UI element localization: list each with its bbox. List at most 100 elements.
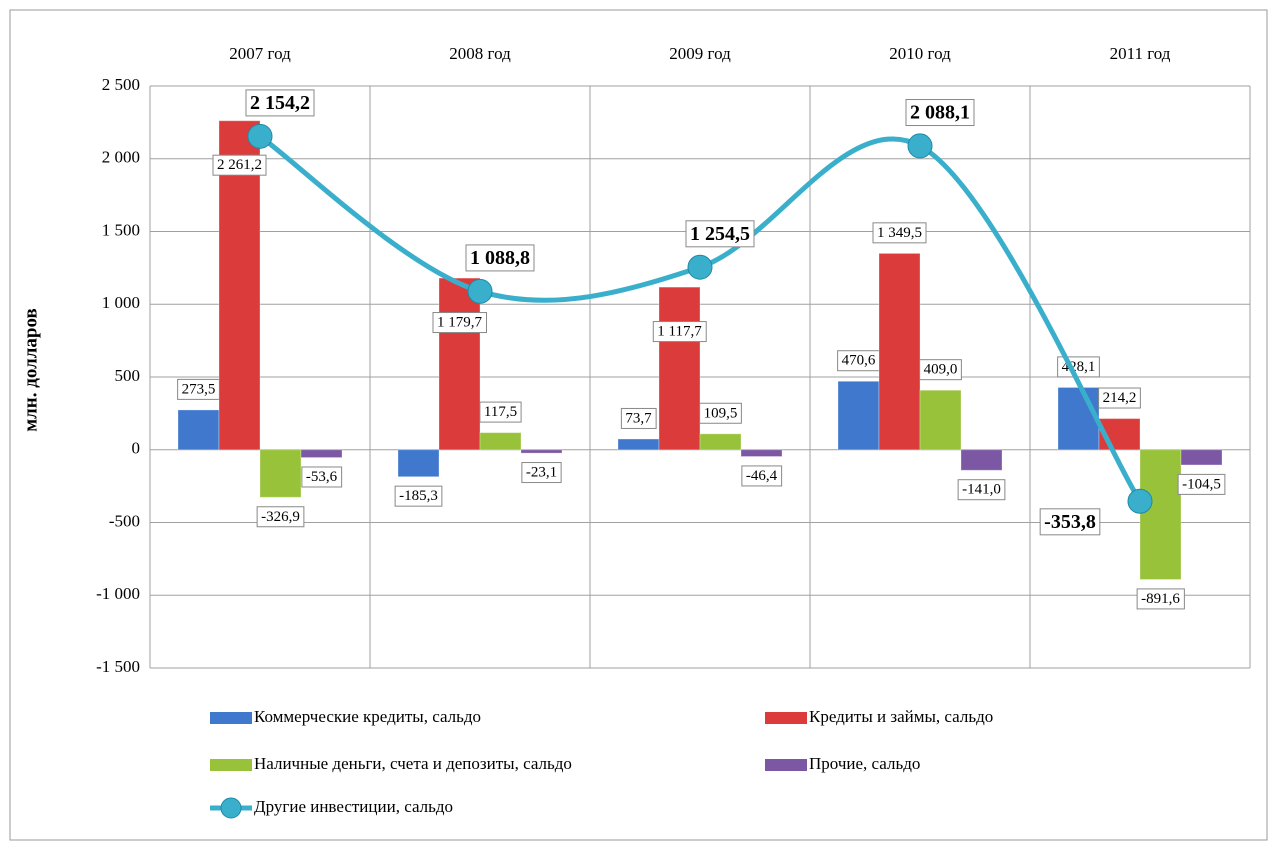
- label-box: [685, 220, 755, 248]
- x-tick-label: 2009 год: [669, 44, 731, 63]
- line-marker: [907, 133, 933, 159]
- value-label-text: -23,1: [526, 465, 557, 481]
- legend-swatch: [765, 759, 807, 771]
- label-box: [521, 462, 562, 484]
- label-box: [872, 222, 927, 244]
- bar: [1139, 449, 1182, 580]
- bar: [740, 449, 783, 458]
- value-label: 1 179,7: [432, 312, 487, 334]
- x-tick-label: 2010 год: [889, 44, 951, 63]
- label-box: [699, 402, 742, 424]
- y-tick-label: 2 500: [102, 75, 140, 94]
- bar: [479, 432, 522, 451]
- value-label: 409,0: [919, 359, 962, 381]
- label-box: [919, 359, 962, 381]
- legend-label: Кредиты и займы, сальдо: [809, 707, 993, 726]
- value-label: 214,2: [1098, 387, 1141, 409]
- bar: [878, 252, 921, 451]
- value-label: 2 088,1: [905, 99, 975, 127]
- y-tick-label: 0: [132, 439, 141, 458]
- x-tick-label: 2011 год: [1110, 44, 1171, 63]
- bar: [1180, 449, 1223, 466]
- bar: [699, 433, 742, 451]
- label-box: [301, 466, 343, 488]
- label-box: [1177, 473, 1226, 495]
- label-box: [479, 401, 522, 423]
- value-label-text: 214,2: [1103, 390, 1137, 406]
- y-tick-label: -1 500: [96, 657, 140, 676]
- value-label: 470,6: [837, 350, 881, 372]
- label-box: [245, 89, 315, 117]
- value-label: 273,5: [177, 378, 220, 400]
- label-box: [905, 99, 975, 127]
- value-label: -353,8: [1039, 508, 1101, 536]
- bar: [520, 449, 563, 454]
- value-label-text: -104,5: [1182, 476, 1221, 492]
- legend-swatch: [765, 712, 807, 724]
- y-tick-label: -500: [109, 511, 140, 530]
- legend-label: Наличные деньги, счета и депозиты, сальд…: [254, 754, 572, 773]
- y-axis-label: млн. долларов: [20, 308, 41, 432]
- bar: [919, 389, 962, 451]
- value-label-text: 2 154,2: [250, 92, 310, 114]
- value-label: 2 154,2: [245, 89, 315, 117]
- label-box: [394, 485, 443, 507]
- y-tick-label: 500: [115, 366, 141, 385]
- value-label: 2 261,2: [212, 154, 267, 176]
- y-tick-label: 2 000: [102, 148, 140, 167]
- bar: [259, 449, 302, 498]
- label-box: [212, 154, 267, 176]
- value-label-text: 1 349,5: [877, 225, 922, 241]
- value-label: 1 117,7: [652, 321, 707, 343]
- bar: [960, 449, 1003, 471]
- value-label: -53,6: [301, 466, 343, 488]
- value-label: -891,6: [1136, 588, 1185, 610]
- label-box: [1039, 508, 1101, 536]
- value-label-text: -185,3: [399, 488, 438, 504]
- line-marker: [687, 254, 713, 280]
- y-tick-label: 1 500: [102, 220, 140, 239]
- value-label-text: 109,5: [704, 405, 738, 421]
- value-label-text: -353,8: [1044, 511, 1096, 533]
- bar: [658, 286, 701, 451]
- value-label: -185,3: [394, 485, 443, 507]
- line-marker: [467, 278, 493, 304]
- label-box: [465, 244, 535, 272]
- y-tick-label: -1 000: [96, 584, 140, 603]
- x-tick-label: 2008 год: [449, 44, 511, 63]
- label-box: [256, 506, 305, 528]
- label-box: [741, 465, 783, 487]
- label-box: [432, 312, 487, 334]
- value-label: 109,5: [699, 402, 742, 424]
- bar: [438, 277, 481, 451]
- value-label-text: 1 117,7: [657, 324, 702, 340]
- line-marker: [247, 123, 273, 149]
- legend-label: Прочие, сальдо: [809, 754, 920, 773]
- legend-swatch: [220, 797, 242, 819]
- legend-swatch: [210, 712, 252, 724]
- legend-label: Коммерческие кредиты, сальдо: [254, 707, 481, 726]
- value-label-text: 409,0: [924, 362, 958, 378]
- bar: [397, 449, 440, 478]
- value-label: -104,5: [1177, 473, 1226, 495]
- bar: [177, 409, 220, 451]
- value-label: 73,7: [620, 407, 657, 429]
- line-marker: [1127, 488, 1153, 514]
- label-box: [957, 479, 1006, 501]
- value-label: 1 349,5: [872, 222, 927, 244]
- value-label: -46,4: [741, 465, 783, 487]
- line: [258, 134, 1143, 503]
- value-label-text: 73,7: [625, 410, 652, 426]
- value-label-text: 1 088,8: [470, 247, 530, 269]
- value-label-text: -326,9: [261, 509, 300, 525]
- value-label-text: 2 261,2: [217, 157, 262, 173]
- value-label-text: -53,6: [306, 469, 338, 485]
- legend-label: Другие инвестиции, сальдо: [254, 797, 453, 816]
- value-label: -23,1: [521, 462, 562, 484]
- value-label-text: -46,4: [746, 468, 778, 484]
- value-label-text: -891,6: [1141, 591, 1180, 607]
- label-box: [652, 321, 707, 343]
- label-box: [620, 407, 657, 429]
- bar: [617, 438, 660, 451]
- label-box: [1098, 387, 1141, 409]
